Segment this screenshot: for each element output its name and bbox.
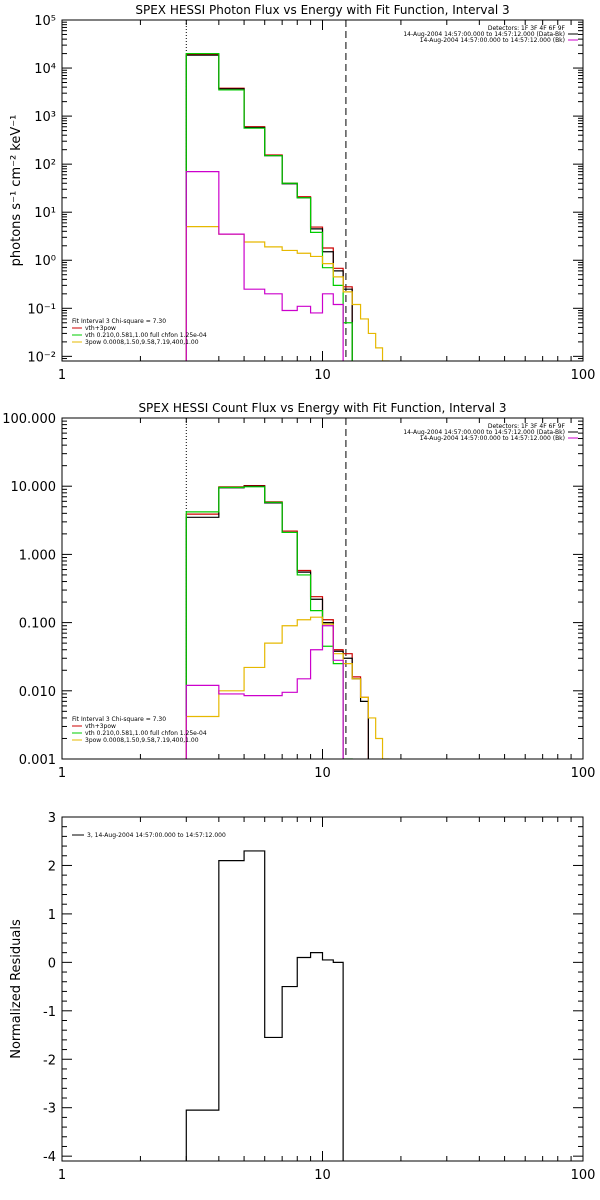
legend-entry: vth+3pow <box>85 325 116 332</box>
legend-entry: vth+3pow <box>85 723 116 730</box>
x-tick-label: 100 <box>571 368 596 383</box>
y-axis-label: photons s⁻¹ cm⁻² keV⁻¹ <box>9 115 24 267</box>
x-tick-label: 100 <box>571 1168 596 1183</box>
y-tick-label: 0.010 <box>19 685 56 700</box>
legend-entry: 3, 14-Aug-2004 14:57:00.000 to 14:57:12.… <box>87 832 226 839</box>
y-tick-label: 10⁻² <box>27 350 56 365</box>
y-tick-label: 0.100 <box>19 617 56 632</box>
y-tick-label: 10³ <box>34 110 56 125</box>
chart-panel-2: SPEX HESSI Count Flux vs Energy with Fit… <box>2 401 595 781</box>
y-tick-label: 10¹ <box>34 206 56 221</box>
y-tick-label: 100.000 <box>2 412 56 427</box>
chart-title: SPEX HESSI Count Flux vs Energy with Fit… <box>138 401 506 415</box>
y-tick-label: 1 <box>48 908 56 923</box>
plot-frame <box>61 816 584 1162</box>
legend-title: Fit Interval 3 Chi-square = 7.30 <box>72 318 166 325</box>
y-tick-label: 10.000 <box>11 480 57 495</box>
legend-entry: 3pow 0.0008,1.50,9.58,7.19,400,1.00 <box>85 737 199 744</box>
header-line: 14-Aug-2004 14:57:00.000 to 14:57:12.000… <box>403 31 565 38</box>
y-axis-label: Normalized Residuals <box>9 919 24 1059</box>
y-tick-label: 10⁴ <box>34 62 56 77</box>
y-tick-label: 10⁻¹ <box>27 302 56 317</box>
plot-area <box>185 485 390 759</box>
y-tick-label: 10² <box>34 158 56 173</box>
y-tick-label: 0 <box>48 956 56 971</box>
header-line: 14-Aug-2004 14:57:00.000 to 14:57:12.000… <box>420 435 565 442</box>
x-tick-label: 100 <box>571 766 596 781</box>
y-tick-label: -3 <box>43 1102 56 1117</box>
series-line-5 <box>185 625 344 759</box>
plot-frame <box>61 19 584 362</box>
x-tick-label: 1 <box>58 368 66 383</box>
header-line: Detectors: 1F 3F 4F 6F 9F <box>488 423 566 430</box>
x-tick-label: 1 <box>58 766 66 781</box>
y-tick-label: -1 <box>43 1005 56 1020</box>
x-tick-label: 10 <box>314 368 331 383</box>
series-line-4 <box>185 226 390 361</box>
series-line-4 <box>185 616 390 759</box>
x-tick-label: 10 <box>314 766 331 781</box>
legend-entry: 3pow 0.0008,1.50,9.58,7.19,400,1.00 <box>85 339 199 346</box>
y-tick-label: 1.000 <box>19 548 56 563</box>
chart-title: SPEX HESSI Photon Flux vs Energy with Fi… <box>135 3 509 17</box>
y-tick-label: 10⁵ <box>34 14 56 29</box>
y-tick-label: 10⁰ <box>34 254 56 269</box>
series-line-3 <box>185 52 353 361</box>
y-tick-label: -4 <box>43 1150 56 1165</box>
header-line: 14-Aug-2004 14:57:00.000 to 14:57:12.000… <box>403 429 565 436</box>
chart-panel-3: Normalized Residuals 1 10 100 -4 -3 -2 -1 0 1 2 3 3,… <box>9 811 595 1183</box>
plot-frame <box>61 417 584 760</box>
plot-area <box>185 850 344 1161</box>
legend-title: Fit Interval 3 Chi-square = 7.30 <box>72 716 166 723</box>
header-line: Detectors: 1F 3F 4F 6F 9F <box>488 25 566 32</box>
chart-panel-1: SPEX HESSI Photon Flux vs Energy with Fi… <box>9 3 595 383</box>
y-tick-label: 2 <box>48 859 56 874</box>
series-line-1 <box>185 850 344 1161</box>
legend-entry: vth 0.210,0.581,1.00 full chfon 1.25e-04 <box>85 332 207 339</box>
header-line: 14-Aug-2004 14:57:00.000 to 14:57:12.000… <box>420 37 565 44</box>
series-line-3 <box>185 486 353 759</box>
y-tick-label: 3 <box>48 811 56 826</box>
plot-area <box>185 52 390 361</box>
legend-entry: vth 0.210,0.581,1.00 full chfon 1.25e-04 <box>85 730 207 737</box>
y-tick-label: -2 <box>43 1053 56 1068</box>
series-line-5 <box>185 170 344 361</box>
y-tick-label: 0.001 <box>19 753 56 768</box>
x-tick-label: 1 <box>58 1168 66 1183</box>
x-tick-label: 10 <box>314 1168 331 1183</box>
